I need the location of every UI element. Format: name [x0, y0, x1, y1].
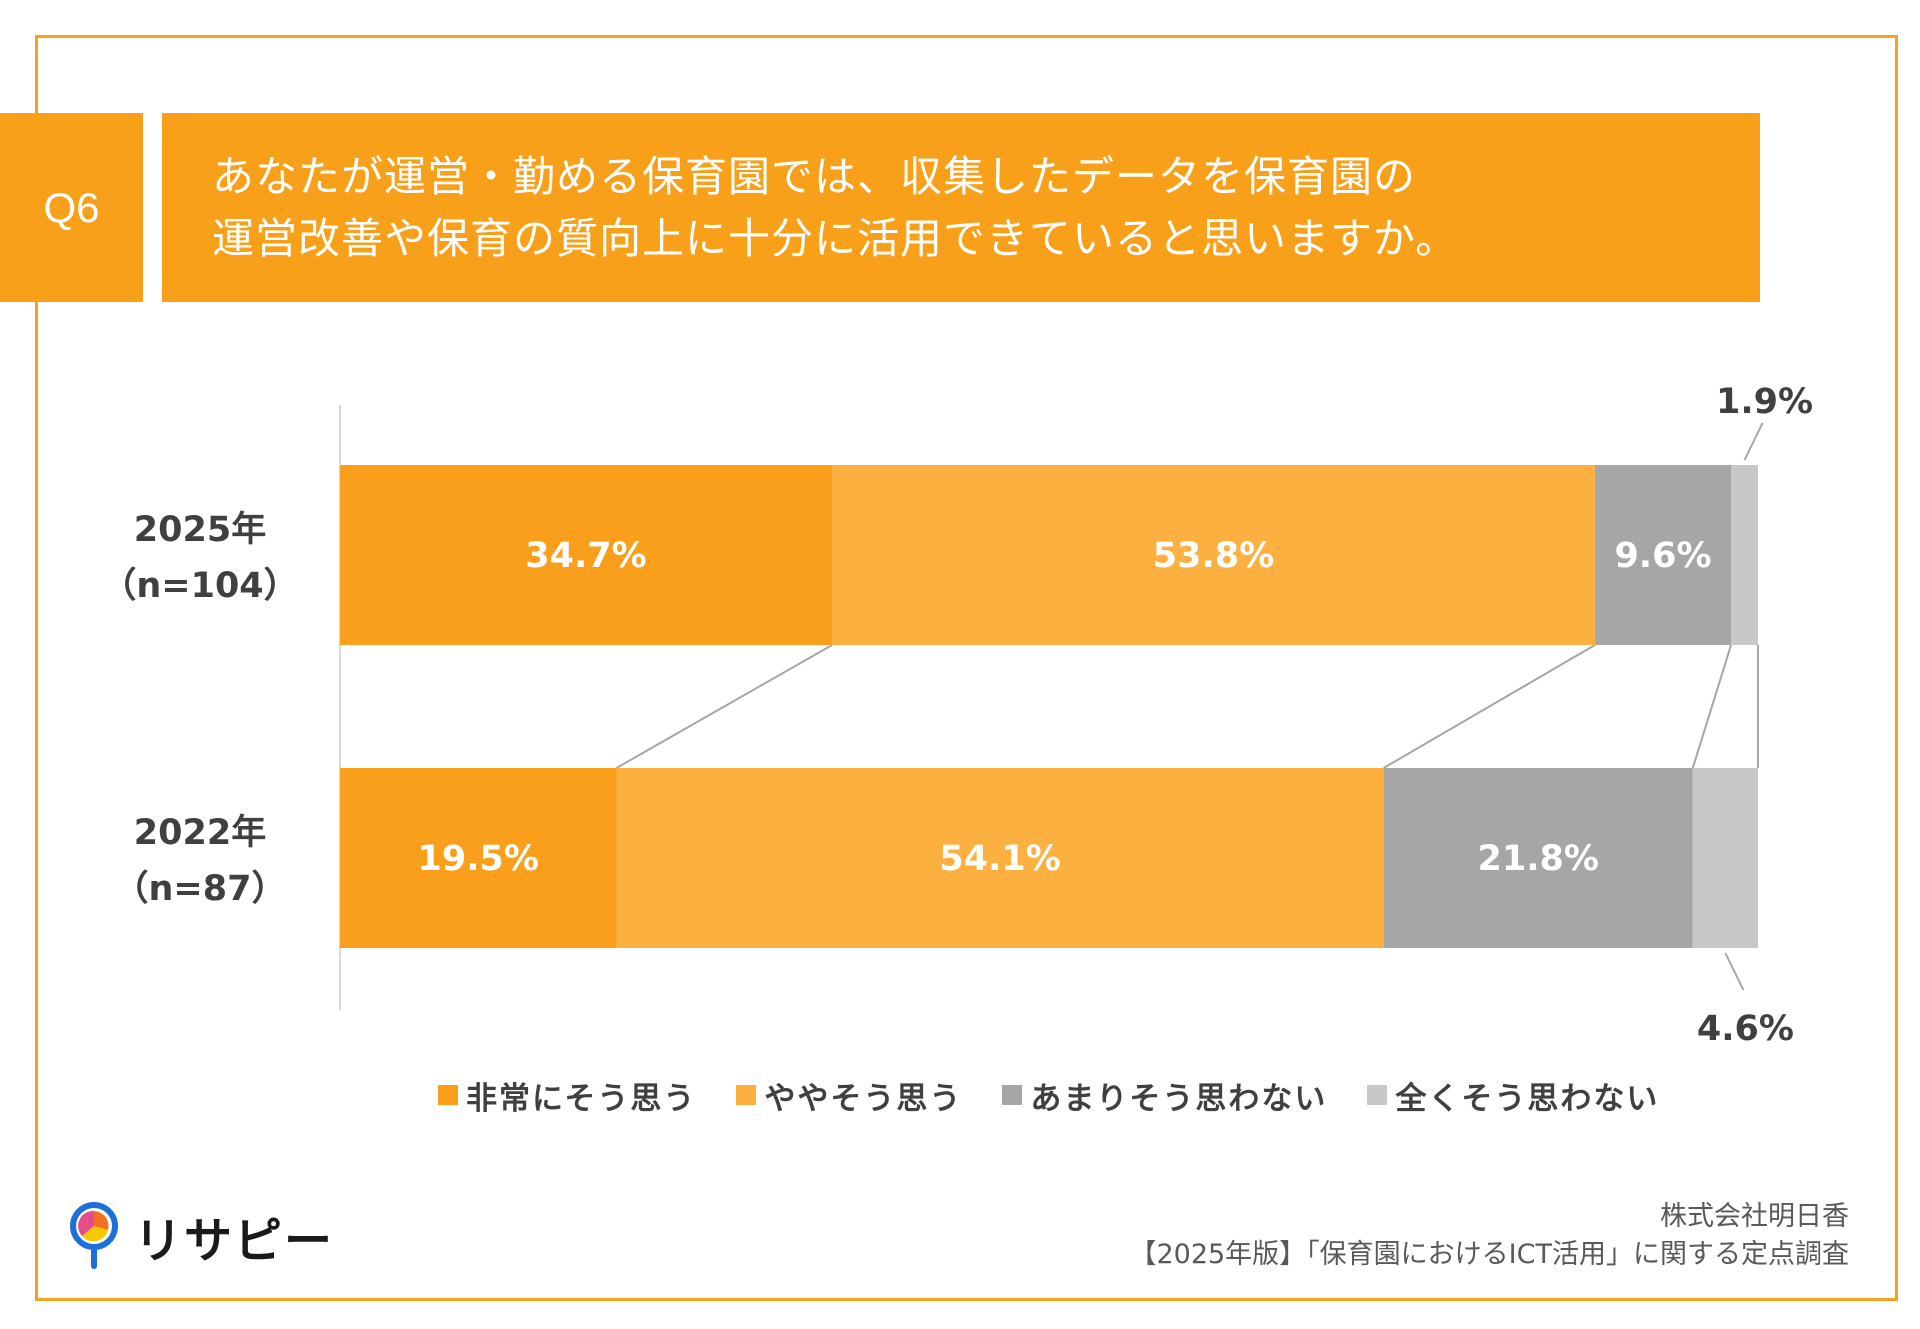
bar-segment	[1692, 768, 1758, 948]
category-label: 2022年	[134, 813, 266, 853]
connector-line	[1383, 644, 1596, 769]
legend-item: 非常にそう思う	[438, 1073, 696, 1118]
chart-legend: 非常にそう思う ややそう思う あまりそう思わない 全くそう思わない	[438, 1073, 1699, 1118]
bar-segment	[1383, 768, 1693, 948]
bar-segment	[340, 768, 617, 948]
data-label: 1.9%	[1716, 382, 1813, 422]
data-label: 53.8%	[1153, 536, 1274, 576]
connector-line	[1691, 644, 1733, 769]
chart-frame	[35, 35, 1898, 1301]
legend-item: ややそう思う	[736, 1073, 962, 1118]
legend-label: あまりそう思わない	[1030, 1080, 1328, 1117]
category-label: 2025年	[134, 510, 266, 550]
category-sample-size: （n=104）	[101, 566, 298, 606]
legend-swatch	[1367, 1085, 1388, 1105]
bar-segment	[832, 465, 1595, 645]
question-title: あなたが運営・勤める保育園では、収集したデータを保育園の 運営改善や保育の質向上…	[162, 113, 1760, 302]
bar-segment	[340, 465, 833, 645]
question-number: Q6	[43, 183, 100, 231]
lollipop-logo-icon	[70, 1202, 118, 1269]
legend-label: ややそう思う	[764, 1080, 963, 1117]
data-label: 9.6%	[1614, 536, 1711, 576]
question-line-2: 運営改善や保育の質向上に十分に活用できていると思いますか。	[212, 213, 1459, 263]
legend-label: 全くそう思わない	[1395, 1080, 1660, 1117]
leader-line	[1724, 952, 1745, 991]
data-label: 34.7%	[525, 536, 646, 576]
question-number-badge: Q6	[0, 113, 143, 302]
data-label: 4.6%	[1697, 1009, 1794, 1049]
bar-segment	[1594, 465, 1732, 645]
data-label: 21.8%	[1477, 839, 1598, 879]
data-label: 54.1%	[939, 839, 1060, 879]
question-line-1: あなたが運営・勤める保育園では、収集したデータを保育園の	[212, 151, 1417, 201]
connector-line	[616, 644, 833, 769]
bar-segment	[1731, 465, 1758, 645]
legend-swatch	[736, 1085, 757, 1105]
bar-segment	[616, 768, 1384, 948]
legend-item: 全くそう思わない	[1367, 1073, 1659, 1118]
legend-label: 非常にそう思う	[466, 1080, 697, 1117]
logo-text: リサピー	[134, 1213, 335, 1269]
legend-swatch	[438, 1085, 458, 1105]
legend-item: あまりそう思わない	[1002, 1073, 1327, 1118]
legend-swatch	[1002, 1085, 1023, 1105]
source-survey: 【2025年版】「保育園におけるICT活用」に関する定点調査	[1129, 1239, 1849, 1270]
source-company: 株式会社明日香	[1660, 1201, 1849, 1232]
company-logo: リサピー	[68, 1200, 334, 1272]
source-note: 株式会社明日香 【2025年版】「保育園におけるICT活用」に関する定点調査	[1129, 1198, 1849, 1274]
leader-line	[1743, 422, 1764, 461]
category-sample-size: （n=87）	[114, 869, 287, 909]
data-label: 19.5%	[418, 839, 539, 879]
